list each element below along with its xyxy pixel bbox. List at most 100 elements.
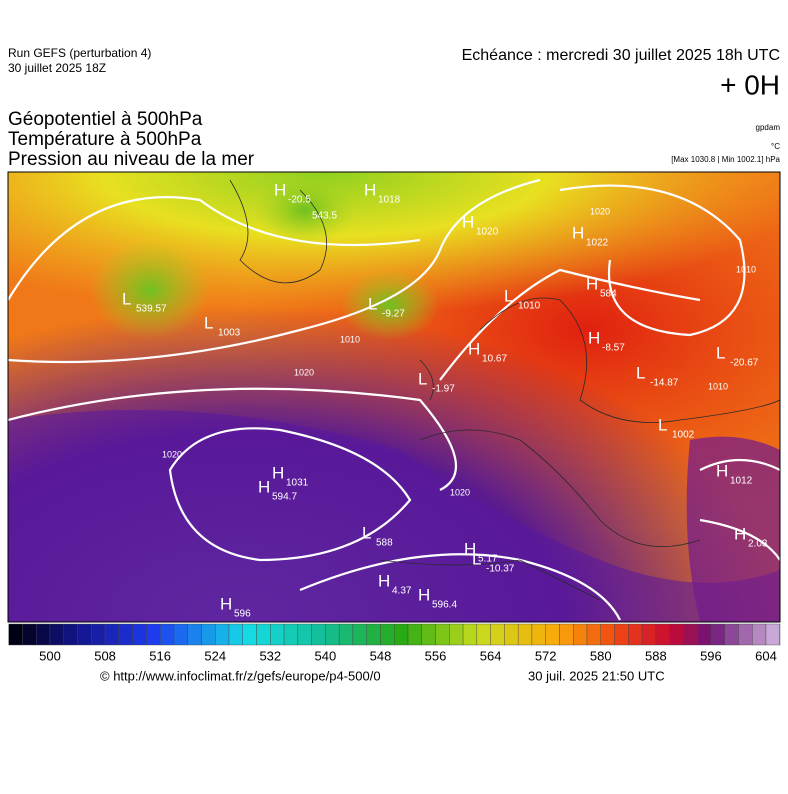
center-value: 596	[234, 609, 251, 620]
colorbar-swatch	[436, 624, 450, 645]
field-title: Température à 500hPa	[8, 129, 202, 150]
colorbar-swatch	[339, 624, 353, 645]
colorbar-swatch	[284, 624, 298, 645]
colorbar-label: 596	[700, 648, 722, 663]
colorbar-swatch	[9, 624, 23, 645]
center-value: 594.7	[272, 492, 297, 503]
colorbar-swatch	[298, 624, 312, 645]
center-symbol: L	[658, 415, 667, 434]
colorbar-label: 532	[259, 648, 281, 663]
colorbar-swatch	[78, 624, 92, 645]
center-symbol: H	[572, 223, 584, 242]
colorbar-swatch	[380, 624, 394, 645]
colorbar-swatch	[215, 624, 229, 645]
colorbar-swatch	[738, 624, 752, 645]
colorbar-swatch	[119, 624, 133, 645]
center-value: -1.97	[432, 384, 455, 395]
center-value: 1020	[476, 227, 499, 238]
colorbar-swatch	[422, 624, 436, 645]
colorbar-swatch	[229, 624, 243, 645]
colorbar-swatch	[683, 624, 697, 645]
center-symbol: H	[220, 594, 232, 613]
center-value: -14.87	[650, 378, 679, 389]
colorbar-label: 572	[535, 648, 557, 663]
center-symbol: L	[418, 369, 427, 388]
contour-label: 1010	[340, 334, 360, 344]
field-title: Géopotentiel à 500hPa	[8, 109, 203, 130]
colorbar-swatch	[601, 624, 615, 645]
center-value: -9.27	[382, 309, 405, 320]
center-symbol: H	[274, 180, 286, 199]
colorbar-swatch	[160, 624, 174, 645]
colorbar-label: 508	[94, 648, 116, 663]
colorbar-label: 516	[149, 648, 171, 663]
run-label: Run GEFS (perturbation 4)	[8, 46, 151, 60]
colorbar-label: 588	[645, 648, 667, 663]
contour-label: 1010	[736, 264, 756, 274]
center-symbol: H	[378, 571, 390, 590]
center-symbol: H	[364, 180, 376, 199]
colorbar-swatch	[656, 624, 670, 645]
map	[0, 172, 788, 622]
colorbar-label: 580	[590, 648, 612, 663]
center-value: -20.5	[288, 195, 311, 206]
center-symbol: H	[588, 328, 600, 347]
colorbar-swatch	[546, 624, 560, 645]
colorbar-swatch	[146, 624, 160, 645]
colorbar-label: 524	[204, 648, 226, 663]
colorbar-swatch	[491, 624, 505, 645]
colorbar-swatch	[367, 624, 381, 645]
colorbar-label: 556	[425, 648, 447, 663]
center-value: 1012	[730, 476, 753, 487]
center-symbol: H	[258, 477, 270, 496]
center-value: -8.57	[602, 343, 625, 354]
colorbar-swatch	[670, 624, 684, 645]
center-value: -20.67	[730, 358, 759, 369]
contour-label: 1020	[294, 367, 314, 377]
center-value: 10.67	[482, 354, 507, 365]
colorbar-swatch	[243, 624, 257, 645]
colorbar-label: 604	[755, 648, 777, 663]
colorbar-label: 500	[39, 648, 61, 663]
colorbar-swatch	[105, 624, 119, 645]
center-value: 1031	[286, 478, 309, 489]
colorbar-swatch	[477, 624, 491, 645]
colorbar-swatch	[449, 624, 463, 645]
center-symbol: H	[586, 274, 598, 293]
center-value: 1022	[586, 238, 609, 249]
colorbar-swatch	[573, 624, 587, 645]
center-symbol: H	[464, 539, 476, 558]
center-value: 4.37	[392, 586, 412, 597]
center-value: 5.17	[478, 554, 498, 565]
colorbar-swatch	[697, 624, 711, 645]
colorbar-label: 548	[370, 648, 392, 663]
run-date: 30 juillet 2025 18Z	[8, 61, 106, 75]
center-value: -10.37	[486, 564, 515, 575]
center-value: 1003	[218, 328, 241, 339]
center-value: 539.57	[136, 304, 167, 315]
center-value: 596.4	[432, 600, 457, 611]
colorbar-swatch	[91, 624, 105, 645]
colorbar-swatch	[628, 624, 642, 645]
center-symbol: H	[272, 463, 284, 482]
colorbar-swatch	[711, 624, 725, 645]
colorbar-swatch	[752, 624, 766, 645]
echeance: Echéance : mercredi 30 juillet 2025 18h …	[462, 47, 780, 64]
center-symbol: H	[734, 524, 746, 543]
colorbar-swatch	[518, 624, 532, 645]
colorbar-swatch	[408, 624, 422, 645]
colorbar-swatch	[257, 624, 271, 645]
center-symbol: L	[636, 363, 645, 382]
center-symbol: H	[462, 212, 474, 231]
field-title: Pression au niveau de la mer	[8, 149, 255, 170]
center-symbol: L	[504, 286, 513, 305]
generated-time: 30 juil. 2025 21:50 UTC	[528, 668, 665, 683]
contour-label: 1020	[162, 449, 182, 459]
center-symbol: H	[468, 339, 480, 358]
colorbar-swatch	[615, 624, 629, 645]
contour-label: 1020	[450, 487, 470, 497]
contour-label: 1010	[708, 381, 728, 391]
colorbar-swatch	[642, 624, 656, 645]
colorbar-swatch	[463, 624, 477, 645]
